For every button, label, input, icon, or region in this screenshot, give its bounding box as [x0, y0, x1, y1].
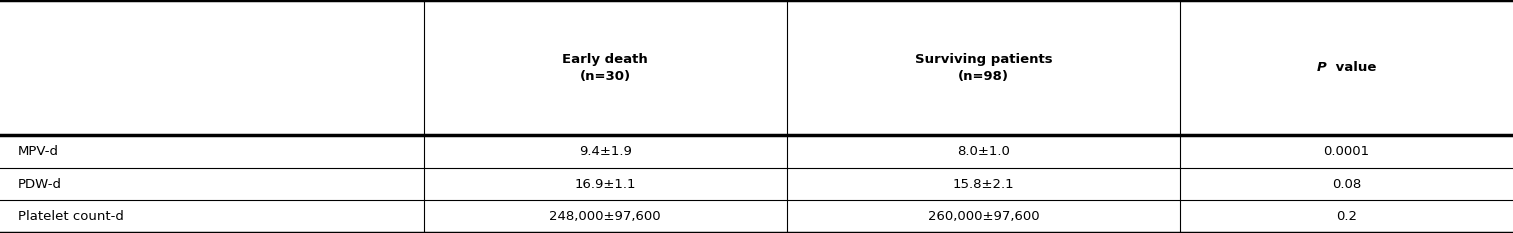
Text: 248,000±97,600: 248,000±97,600	[549, 210, 661, 223]
Text: Early death
(n=30): Early death (n=30)	[563, 53, 648, 82]
Text: 9.4±1.9: 9.4±1.9	[579, 145, 631, 158]
Text: P: P	[1318, 61, 1327, 74]
Text: 15.8±2.1: 15.8±2.1	[953, 178, 1014, 191]
Text: Platelet count-d: Platelet count-d	[18, 210, 124, 223]
Text: 16.9±1.1: 16.9±1.1	[575, 178, 635, 191]
Text: MPV-d: MPV-d	[18, 145, 59, 158]
Text: 8.0±1.0: 8.0±1.0	[958, 145, 1009, 158]
Text: PDW-d: PDW-d	[18, 178, 62, 191]
Text: 0.2: 0.2	[1336, 210, 1357, 223]
Text: value: value	[1331, 61, 1377, 74]
Text: 0.08: 0.08	[1331, 178, 1362, 191]
Text: 260,000±97,600: 260,000±97,600	[927, 210, 1039, 223]
Text: 0.0001: 0.0001	[1324, 145, 1369, 158]
Text: Surviving patients
(n=98): Surviving patients (n=98)	[915, 53, 1052, 82]
